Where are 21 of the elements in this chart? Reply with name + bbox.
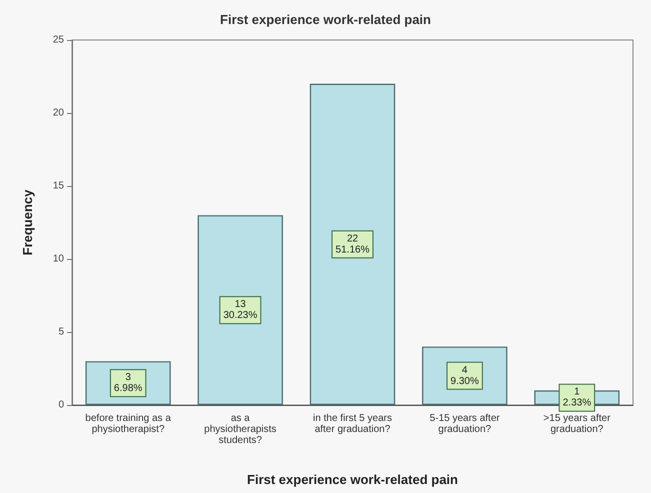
x-tick-label: 5-15 years after graduation? bbox=[430, 413, 500, 435]
y-tick-label: 20 bbox=[52, 108, 64, 118]
chart-title: First experience work-related pain bbox=[220, 12, 432, 27]
data-label: 4 9.30% bbox=[450, 364, 479, 387]
data-label: 3 6.98% bbox=[114, 372, 142, 394]
x-axis-title: First experience work-related pain bbox=[247, 472, 458, 487]
y-tick-label: 10 bbox=[52, 254, 64, 264]
y-tick-label: 25 bbox=[52, 34, 64, 46]
data-label: 1 2.33% bbox=[562, 386, 592, 409]
x-tick-label: in the first 5 years after graduation? bbox=[313, 413, 392, 435]
data-label: 22 51.16% bbox=[336, 233, 370, 256]
bar bbox=[310, 84, 396, 405]
y-tick-label: 15 bbox=[52, 180, 64, 192]
x-tick-label: before training as a physiotherapist? bbox=[85, 413, 172, 435]
x-tick-label: >15 years after graduation? bbox=[543, 413, 612, 435]
data-label: 13 30.23% bbox=[223, 299, 258, 322]
x-tick-label: as a physiotherapists students? bbox=[204, 413, 276, 446]
y-tick-label: 5 bbox=[58, 326, 64, 338]
y-axis-title: Frequency bbox=[20, 188, 35, 256]
bar bbox=[198, 215, 283, 405]
y-tick-label: 0 bbox=[58, 400, 64, 410]
